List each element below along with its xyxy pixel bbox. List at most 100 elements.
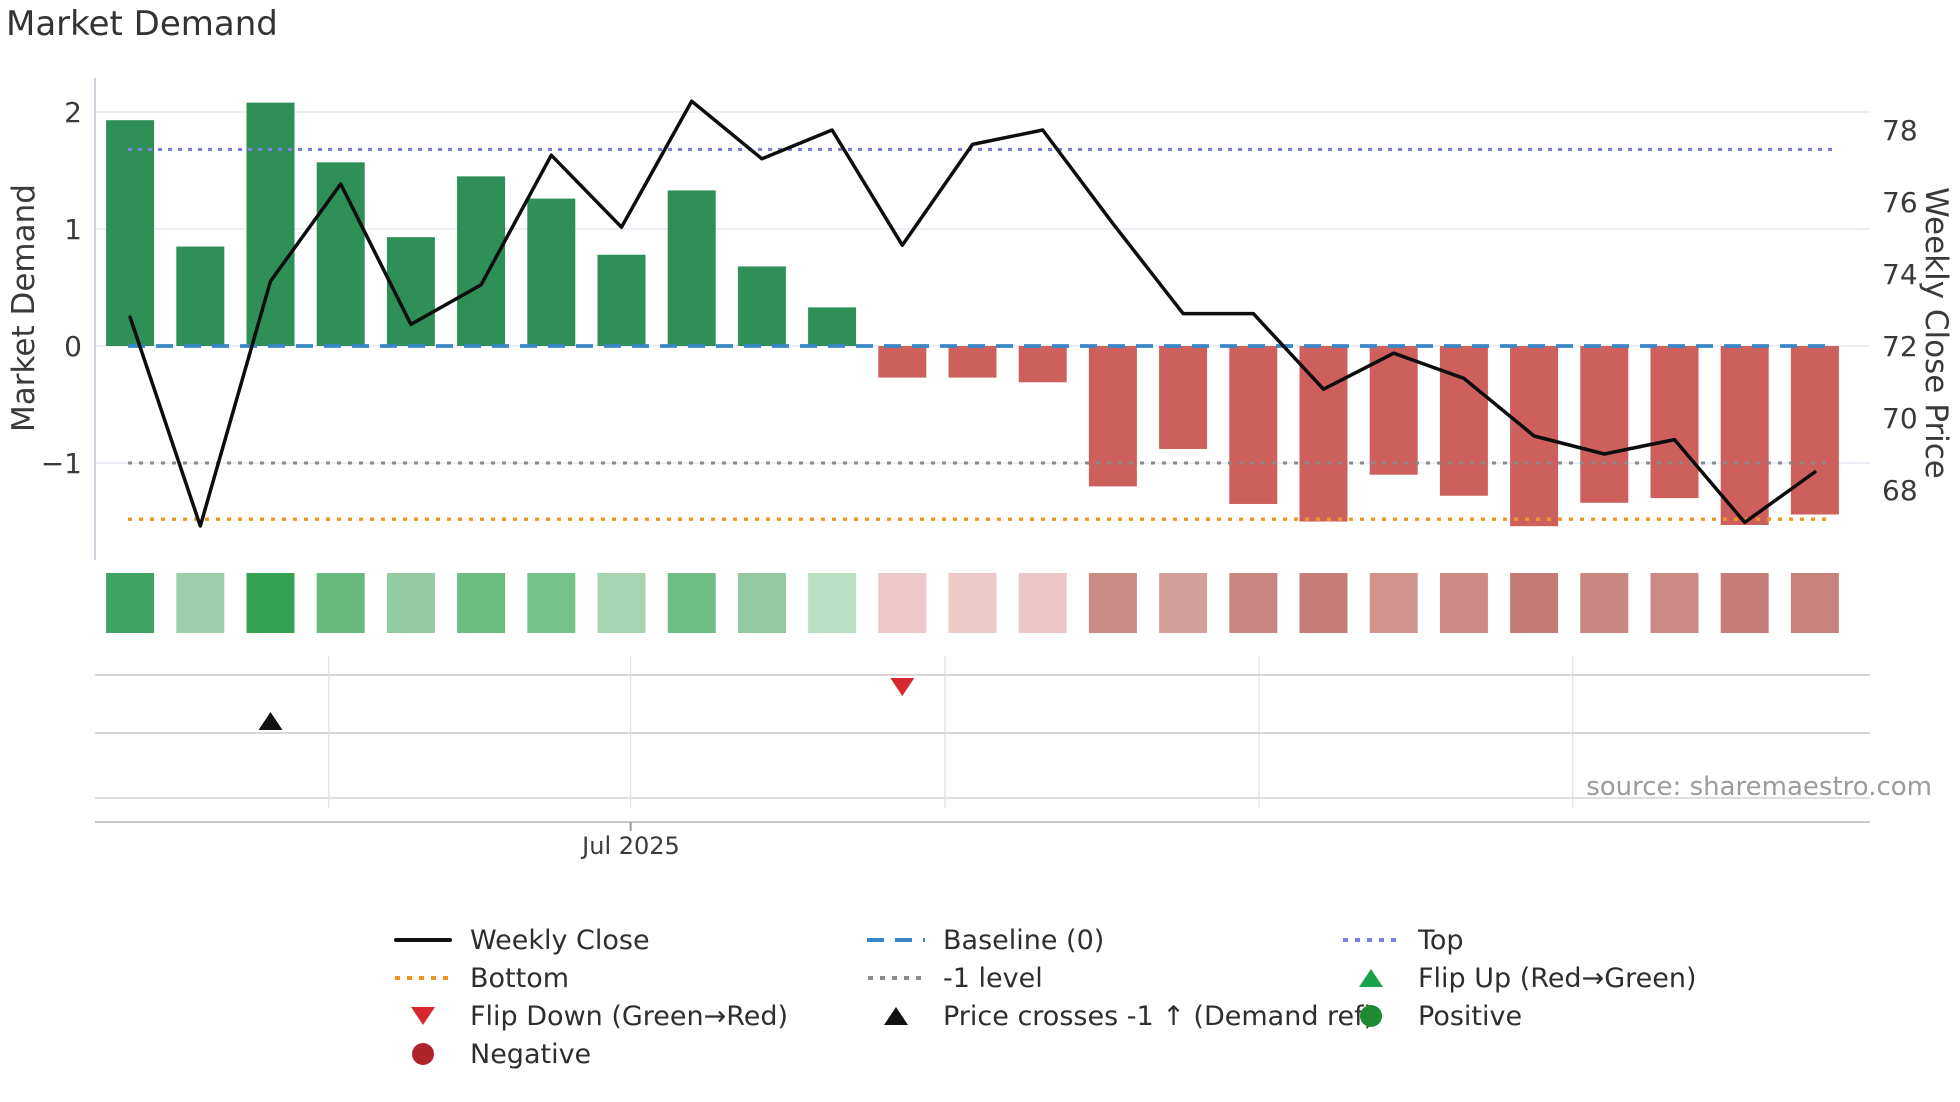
legend-item: -1 level	[865, 959, 1374, 997]
weekly-close-line	[128, 99, 1817, 528]
heat-strip-cell	[1229, 573, 1278, 633]
legend-dashed-line-icon	[865, 938, 927, 942]
legend-item: Positive	[1340, 997, 1697, 1035]
demand-bar	[1369, 346, 1418, 475]
price-crosses-minus1-up-marker-icon	[258, 712, 283, 730]
demand-bar	[527, 198, 576, 346]
legend-item: Top	[1340, 921, 1697, 959]
heat-strip-cell	[246, 573, 295, 633]
demand-bar	[457, 176, 506, 346]
demand-bar	[1088, 346, 1137, 487]
legend-dotted-line-icon	[392, 976, 454, 980]
heat-strip-cell	[597, 573, 646, 633]
left-axis-tick-label: 2	[64, 96, 82, 129]
legend-column-2: Baseline (0) -1 level Price crosses -1 ↑ (…	[865, 921, 1374, 1035]
legend-dotted-line-icon	[865, 976, 927, 980]
heat-strip-cell	[1088, 573, 1137, 633]
heat-strip-cell	[1790, 573, 1839, 633]
demand-bar	[1439, 346, 1488, 496]
demand-bar	[1580, 346, 1629, 503]
heat-strip-cell	[457, 573, 506, 633]
legend-item: Baseline (0)	[865, 921, 1374, 959]
demand-bar	[597, 254, 646, 346]
legend-item: Negative	[392, 1035, 788, 1073]
heat-strip-cell	[1159, 573, 1208, 633]
legend-item-label: Flip Up (Red→Green)	[1418, 962, 1697, 994]
heat-strip-cell	[808, 573, 857, 633]
demand-bar	[1229, 346, 1278, 504]
legend-item-label: Top	[1418, 924, 1464, 956]
heat-strip-cell	[1650, 573, 1699, 633]
right-axis-tick-label: 78	[1882, 114, 1918, 147]
chart-legend: Weekly Close Bottom Flip Down (Green→Red) N…	[0, 921, 1960, 1091]
legend-item: Flip Up (Red→Green)	[1340, 959, 1697, 997]
legend-item-label: Bottom	[470, 962, 570, 994]
legend-item: Bottom	[392, 959, 788, 997]
legend-circle-icon	[1340, 1005, 1402, 1027]
demand-bar	[106, 120, 155, 346]
legend-item-label: Negative	[470, 1038, 592, 1070]
demand-bar	[1159, 346, 1208, 449]
legend-item-label: Positive	[1418, 1000, 1523, 1032]
heat-strip-cell	[1439, 573, 1488, 633]
right-axis-tick-label: 68	[1882, 474, 1918, 507]
demand-bar	[878, 346, 927, 378]
right-axis-tick-label: 74	[1882, 258, 1918, 291]
right-axis-tick-label: 76	[1882, 186, 1918, 219]
demand-bar	[1790, 346, 1839, 515]
heat-strip-cell	[667, 573, 716, 633]
heat-strip-cell	[527, 573, 576, 633]
heat-strip-cell	[1580, 573, 1629, 633]
legend-item: Flip Down (Green→Red)	[392, 997, 788, 1035]
demand-bar	[808, 307, 857, 346]
demand-bar	[316, 162, 365, 346]
flip-down-marker-icon	[890, 678, 915, 696]
heat-strip-cell	[386, 573, 435, 633]
legend-dotted-line-icon	[1340, 938, 1402, 942]
legend-line-icon	[392, 938, 454, 942]
heat-strip-cell	[1720, 573, 1769, 633]
legend-item-label: Price crosses -1 ↑ (Demand ref)	[943, 1000, 1375, 1032]
legend-item-label: Baseline (0)	[943, 924, 1105, 956]
demand-bar	[1720, 346, 1769, 526]
left-axis-tick-label: 1	[64, 213, 82, 246]
right-axis-tick-label: 70	[1882, 402, 1918, 435]
heat-strip-cell	[316, 573, 365, 633]
legend-column-3: Top Flip Up (Red→Green) Positive	[1340, 921, 1697, 1035]
legend-item-label: -1 level	[943, 962, 1043, 994]
demand-bar	[948, 346, 997, 378]
heat-strip-cell	[1369, 573, 1418, 633]
source-credit: source: sharemaestro.com	[1586, 772, 1932, 802]
legend-item: Weekly Close	[392, 921, 788, 959]
heat-strip-cell	[878, 573, 927, 633]
heat-strip-cell	[948, 573, 997, 633]
heat-strip-cell	[737, 573, 786, 633]
page-title: Market Demand	[6, 4, 278, 44]
legend-circle-icon	[392, 1043, 454, 1065]
heat-strip-cell	[1018, 573, 1067, 633]
heat-strip-cell	[1510, 573, 1559, 633]
left-axis-tick-label: −1	[41, 447, 82, 480]
heat-strip-cell	[176, 573, 225, 633]
demand-bar	[176, 246, 225, 346]
heat-strip-cell	[106, 573, 155, 633]
legend-triangle-down-icon	[392, 1007, 454, 1025]
legend-triangle-up-icon	[865, 1007, 927, 1025]
x-tick-label: Jul 2025	[582, 832, 680, 860]
legend-column-1: Weekly Close Bottom Flip Down (Green→Red) N…	[392, 921, 788, 1073]
right-axis-tick-label: 72	[1882, 330, 1918, 363]
demand-bar	[1650, 346, 1699, 499]
legend-triangle-up-icon	[1340, 969, 1402, 987]
demand-bar	[737, 266, 786, 346]
left-axis-tick-label: 0	[64, 330, 82, 363]
heat-strip-cell	[1299, 573, 1348, 633]
legend-item-label: Flip Down (Green→Red)	[470, 1000, 789, 1032]
demand-bar	[667, 190, 716, 346]
legend-item: Price crosses -1 ↑ (Demand ref)	[865, 997, 1374, 1035]
demand-bar	[1299, 346, 1348, 522]
legend-item-label: Weekly Close	[470, 924, 650, 956]
demand-bar	[1018, 346, 1067, 383]
demand-bar	[246, 102, 295, 346]
